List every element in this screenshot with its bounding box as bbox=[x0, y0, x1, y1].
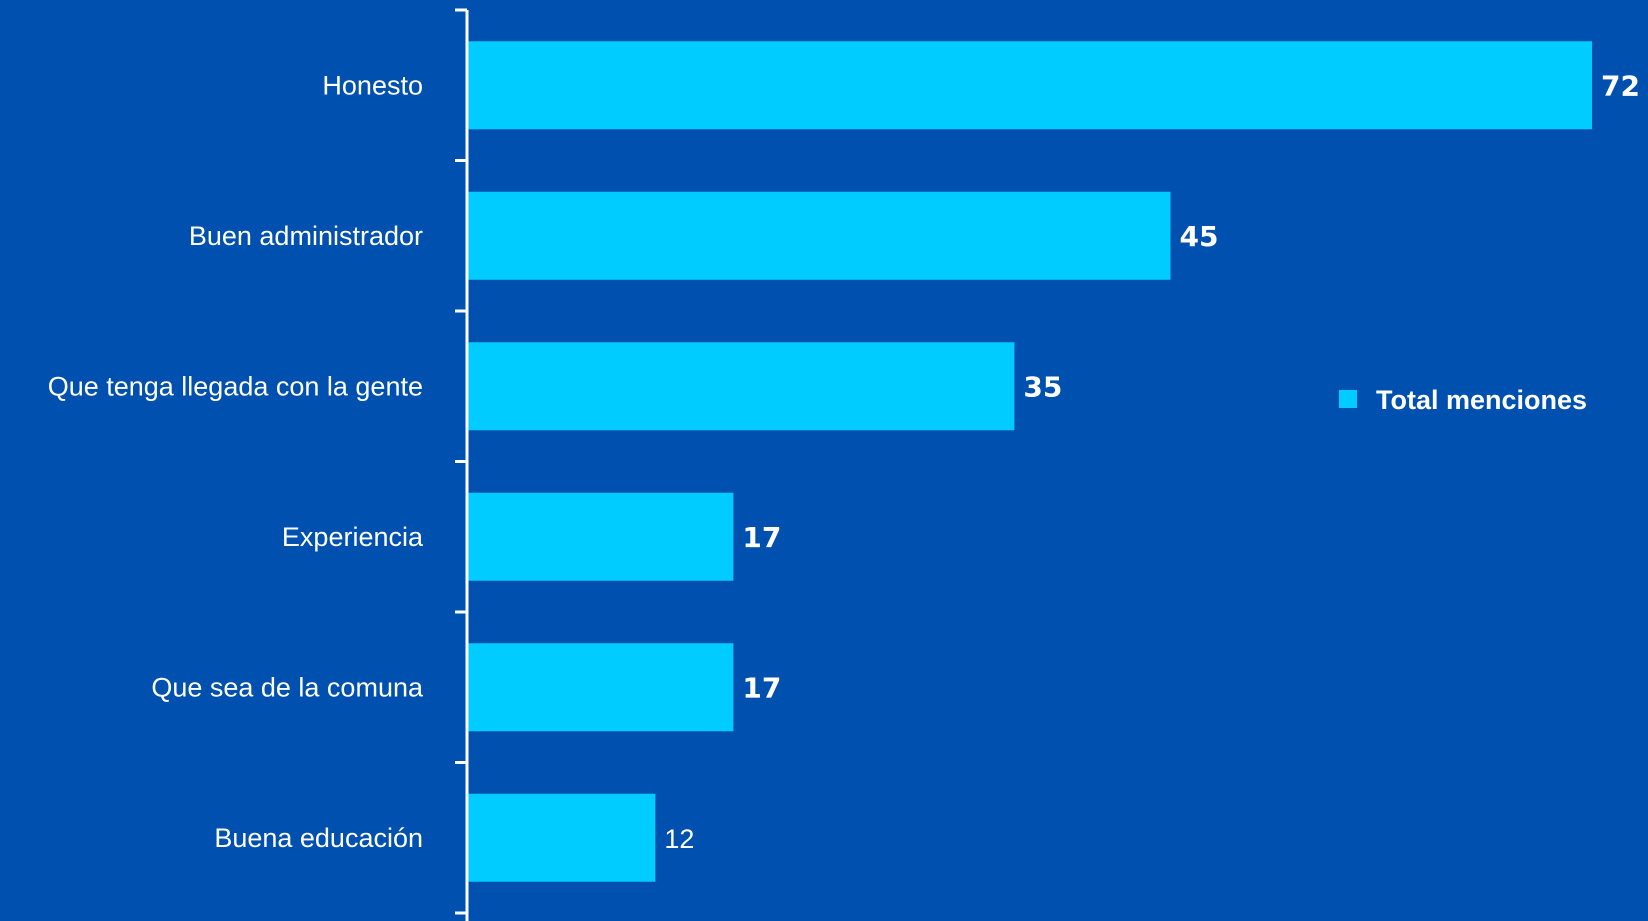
bars-group bbox=[468, 41, 1592, 882]
bar-4 bbox=[468, 643, 734, 732]
category-labels: Honesto Buen administrador Que tenga llega… bbox=[48, 70, 424, 853]
category-label-1: Buen administrador bbox=[189, 221, 423, 251]
legend: Total menciones bbox=[1339, 385, 1587, 415]
category-label-5: Buena educación bbox=[214, 823, 423, 853]
bar-5 bbox=[468, 793, 656, 882]
value-label-0: 72 bbox=[1601, 69, 1640, 102]
category-label-3: Experiencia bbox=[282, 522, 424, 552]
legend-swatch bbox=[1339, 390, 1357, 408]
value-label-3: 17 bbox=[742, 521, 781, 554]
value-labels: 72 45 35 17 17 12 bbox=[664, 69, 1640, 854]
category-label-0: Honesto bbox=[322, 70, 423, 100]
legend-label: Total menciones bbox=[1376, 385, 1587, 415]
value-label-4: 17 bbox=[742, 671, 781, 704]
category-label-4: Que sea de la comuna bbox=[151, 672, 424, 702]
bar-2 bbox=[468, 342, 1015, 431]
category-label-2: Que tenga llegada con la gente bbox=[48, 371, 423, 401]
value-label-5: 12 bbox=[664, 824, 694, 854]
category-axis bbox=[455, 8, 469, 921]
value-label-1: 45 bbox=[1180, 220, 1219, 253]
value-label-2: 35 bbox=[1023, 370, 1062, 403]
bar-1 bbox=[468, 191, 1171, 280]
bar-0 bbox=[468, 41, 1592, 130]
bar-3 bbox=[468, 492, 734, 581]
